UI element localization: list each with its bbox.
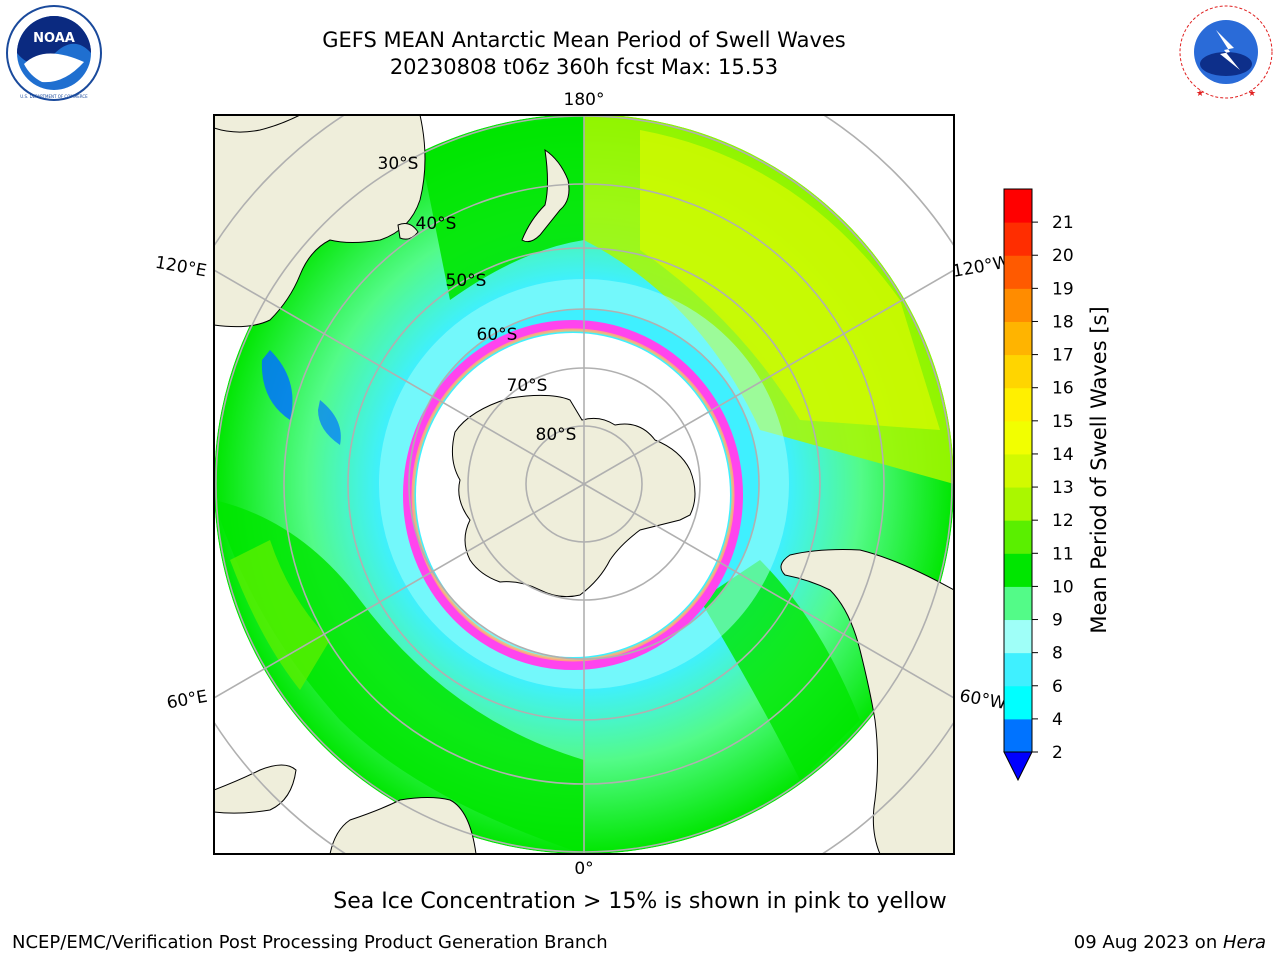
africa-land xyxy=(329,797,477,854)
colorbar-label: Mean Period of Swell Waves [s] xyxy=(1087,306,1111,633)
colorbar-segment xyxy=(1004,453,1032,488)
sea-ice-caption: Sea Ice Concentration > 15% is shown in … xyxy=(333,889,947,914)
colorbar-tick-label: 11 xyxy=(1052,544,1074,564)
land-fragment xyxy=(214,115,301,133)
colorbar-segment xyxy=(1004,652,1032,687)
colorbar-tick-label: 13 xyxy=(1052,478,1074,498)
svg-text:★: ★ xyxy=(1196,89,1204,99)
lat-label-70s: 70°S xyxy=(507,376,548,396)
colorbar-tick-label: 21 xyxy=(1052,213,1074,233)
footer-date-text: 09 Aug 2023 on xyxy=(1073,932,1223,953)
colorbar: 2 4 6 8 9 10 11 12 13 14 15 16 17 18 19 20 21 xyxy=(1003,188,1074,782)
new-zealand-land xyxy=(521,148,570,243)
nws-logo: ★ ★ xyxy=(1179,5,1273,99)
colorbar-segment xyxy=(1004,420,1032,455)
colorbar-tick-label: 17 xyxy=(1052,346,1074,366)
colorbar-segment xyxy=(1004,586,1032,621)
colorbar-segment xyxy=(1004,321,1032,356)
lon-label-0: 0° xyxy=(574,859,593,879)
colorbar-segment xyxy=(1004,619,1032,654)
lat-label-40s: 40°S xyxy=(416,214,457,234)
svg-text:U.S. DEPARTMENT OF COMMERCE: U.S. DEPARTMENT OF COMMERCE xyxy=(20,94,88,99)
lat-label-60s: 60°S xyxy=(477,325,518,345)
colorbar-segment xyxy=(1004,288,1032,322)
sea-ice-inner-edge xyxy=(411,328,735,662)
svg-text:★: ★ xyxy=(1248,89,1256,99)
lon-label-60w: 60°W xyxy=(958,686,1008,714)
lon-label-120w: 120°W xyxy=(951,252,1012,282)
colorbar-segment xyxy=(1004,189,1032,223)
lat-label-50s: 50°S xyxy=(446,271,487,291)
colorbar-tick-label: 18 xyxy=(1052,312,1074,332)
lon-label-120e: 120°E xyxy=(154,253,208,282)
colorbar-tick-label: 4 xyxy=(1052,710,1063,730)
colorbar-tick-label: 8 xyxy=(1052,644,1063,664)
colorbar-tick-label: 6 xyxy=(1052,677,1063,697)
map-frame xyxy=(213,114,955,855)
map-subtitle: 20230808 t06z 360h fcst Max: 15.53 xyxy=(389,55,779,79)
colorbar-tick-label: 19 xyxy=(1052,279,1074,299)
colorbar-extend-arrow xyxy=(1003,751,1033,782)
colorbar-tick-label: 14 xyxy=(1052,445,1074,465)
colorbar-tick-label: 16 xyxy=(1052,379,1074,399)
lon-label-180: 180° xyxy=(564,90,605,110)
colorbar-segment xyxy=(1004,487,1032,521)
colorbar-segment xyxy=(1004,685,1032,720)
antarctica-land xyxy=(451,394,696,598)
colorbar-outline xyxy=(1003,188,1033,753)
colorbar-tick-label: 2 xyxy=(1052,743,1063,763)
colorbar-tick-label: 9 xyxy=(1052,611,1063,631)
colorbar-segment xyxy=(1004,387,1032,422)
footer-credit: NCEP/EMC/Verification Post Processing Pr… xyxy=(12,932,608,953)
lon-label-60e: 60°E xyxy=(165,687,209,714)
meridian-lines xyxy=(214,115,954,854)
tasmania-land xyxy=(397,223,419,240)
colorbar-tick-label: 20 xyxy=(1052,246,1074,266)
colorbar-segment xyxy=(1004,222,1032,256)
lat-label-80s: 80°S xyxy=(536,425,577,445)
colorbar-tick-label: 10 xyxy=(1052,577,1074,597)
colorbar-segment xyxy=(1004,553,1032,587)
colorbar-segment xyxy=(1004,354,1032,389)
madagascar-land xyxy=(214,764,297,814)
colorbar-segment xyxy=(1004,520,1032,554)
colorbar-tick-label: 15 xyxy=(1052,412,1074,432)
colorbar-tick-label: 12 xyxy=(1052,511,1074,531)
sea-ice-edge xyxy=(403,320,743,670)
map-title: GEFS MEAN Antarctic Mean Period of Swell… xyxy=(322,28,846,52)
noaa-logo-text: NOAA xyxy=(33,31,75,46)
noaa-logo: NOAA U.S. DEPARTMENT OF COMMERCE xyxy=(6,5,102,101)
colorbar-segment xyxy=(1004,718,1032,753)
footer-host: Hera xyxy=(1222,932,1266,953)
australia-land xyxy=(214,115,426,328)
lat-label-30s: 30°S xyxy=(378,154,419,174)
footer-date: 09 Aug 2023 on Hera xyxy=(1074,932,1266,953)
colorbar-segment xyxy=(1004,255,1032,289)
